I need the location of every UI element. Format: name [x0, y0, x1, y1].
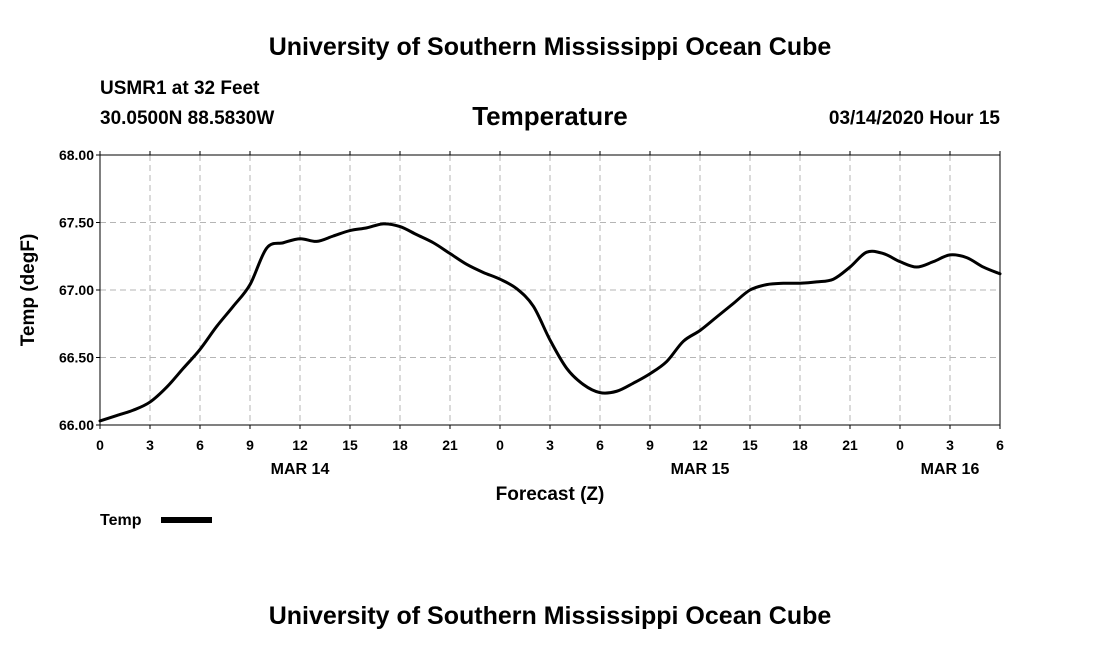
grid [100, 155, 1000, 425]
axis-ticks [96, 151, 1001, 429]
plot-frame [99, 154, 1001, 426]
y-tick-label: 66.50 [59, 350, 94, 366]
date-label: MAR 14 [271, 461, 330, 478]
x-tick-label: 6 [196, 437, 204, 453]
x-tick-label: 9 [246, 437, 254, 453]
x-tick-label: 3 [946, 437, 954, 453]
x-tick-label: 0 [96, 437, 104, 453]
coords-label: 30.0500N 88.5830W [100, 108, 274, 129]
x-tick-label: 18 [792, 437, 808, 453]
x-tick-label: 3 [546, 437, 554, 453]
chart-title: Temperature [472, 101, 628, 131]
x-tick-labels: 0 3 6 9 12 15 18 21 0 3 6 9 12 15 18 21 0 3 6 [96, 437, 1004, 453]
station-label: USMR1 at 32 Feet [100, 78, 260, 99]
legend: Temp [100, 512, 212, 529]
series-lines [98, 222, 1002, 423]
x-tick-label: 6 [596, 437, 604, 453]
x-tick-label: 21 [842, 437, 858, 453]
x-tick-label: 12 [692, 437, 708, 453]
y-tick-label: 67.50 [59, 215, 94, 231]
x-tick-label: 15 [342, 437, 358, 453]
y-axis-label: Temp (degF) [18, 234, 39, 347]
y-tick-label: 66.00 [59, 417, 94, 433]
x-tick-label: 6 [996, 437, 1004, 453]
x-tick-label: 21 [442, 437, 458, 453]
y-tick-labels: 66.00 66.50 67.00 67.50 68.00 [59, 147, 94, 433]
forecast-date-label: 03/14/2020 Hour 15 [829, 108, 1001, 129]
x-tick-label: 3 [146, 437, 154, 453]
date-label: MAR 15 [671, 461, 730, 478]
org-title: University of Southern Mississippi Ocean… [269, 33, 832, 61]
series-line-temp [98, 222, 1002, 423]
x-tick-label: 9 [646, 437, 654, 453]
x-tick-label: 0 [496, 437, 504, 453]
x-tick-label: 18 [392, 437, 408, 453]
legend-entry-label: Temp [100, 512, 142, 529]
x-tick-label: 15 [742, 437, 758, 453]
x-axis-label: Forecast (Z) [496, 484, 605, 505]
x-tick-label: 12 [292, 437, 308, 453]
footer-org-title: University of Southern Mississippi Ocean… [269, 602, 832, 630]
y-tick-label: 67.00 [59, 282, 94, 298]
date-labels: MAR 14 MAR 15 MAR 16 [271, 461, 980, 478]
y-tick-label: 68.00 [59, 147, 94, 163]
date-label: MAR 16 [921, 461, 980, 478]
x-tick-label: 0 [896, 437, 904, 453]
